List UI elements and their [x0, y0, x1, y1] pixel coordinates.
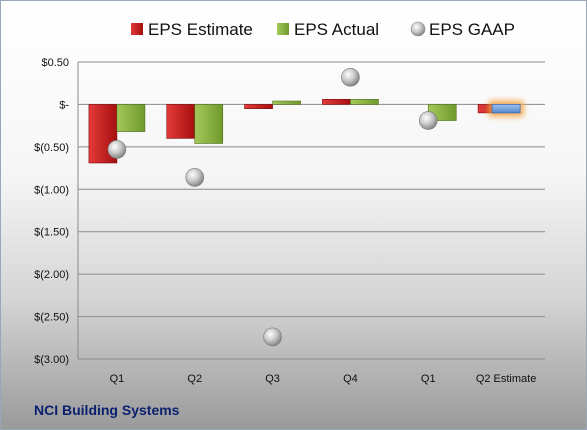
eps-gaap-point	[263, 327, 282, 347]
x-axis: Q1 Q2 Q3 Q4 Q1 Q2 Estimate	[110, 373, 537, 385]
y-axis: $0.50 $- $(0.50) $(1.00) $(1.50) $(2.00) $(2.5…	[34, 57, 79, 366]
eps-gaap-point	[418, 111, 438, 130]
y-tick-label: $0.50	[41, 57, 69, 69]
x-tick-label: Q2 Estimate	[476, 373, 537, 385]
x-tick-label: Q3	[265, 373, 280, 385]
legend-label: EPS Actual	[294, 20, 379, 39]
legend-symbol	[410, 21, 426, 37]
eps-estimate-bar	[244, 104, 273, 109]
x-tick-label: Q2	[187, 373, 202, 385]
eps-estimate-bar	[322, 99, 351, 105]
eps-gaap-point	[341, 67, 360, 87]
legend-symbol	[131, 23, 143, 35]
eps-gaap-point	[185, 168, 205, 187]
eps-estimate-bar	[166, 104, 196, 139]
x-tick-label: Q1	[421, 373, 436, 385]
y-tick-label: $-	[59, 99, 69, 111]
legend-label: EPS Estimate	[148, 20, 253, 39]
bars	[88, 99, 525, 164]
eps-actual-bar	[194, 104, 224, 144]
eps-actual-bar	[350, 99, 379, 105]
x-tick-label: Q1	[110, 373, 125, 385]
eps-gaap-point	[107, 140, 127, 159]
gridlines	[78, 61, 545, 360]
y-tick-label: $(1.50)	[34, 227, 69, 239]
legend: EPS Estimate EPS Actual EPS GAAP	[131, 20, 515, 39]
y-tick-label: $(2.50)	[34, 312, 69, 324]
eps-actual-bar	[116, 104, 146, 132]
x-tick-label: Q4	[343, 373, 358, 385]
y-tick-label: $(2.00)	[34, 269, 69, 281]
y-tick-label: $(3.00)	[34, 354, 69, 366]
legend-label: EPS GAAP	[429, 20, 515, 39]
y-tick-label: $(0.50)	[34, 142, 69, 154]
estimate-highlight-bar	[491, 104, 521, 114]
company-name: NCI Building Systems	[34, 402, 180, 418]
gaap-points	[107, 67, 438, 347]
legend-symbol	[277, 23, 289, 35]
eps-actual-bar	[272, 100, 301, 105]
y-tick-label: $(1.00)	[34, 184, 69, 196]
